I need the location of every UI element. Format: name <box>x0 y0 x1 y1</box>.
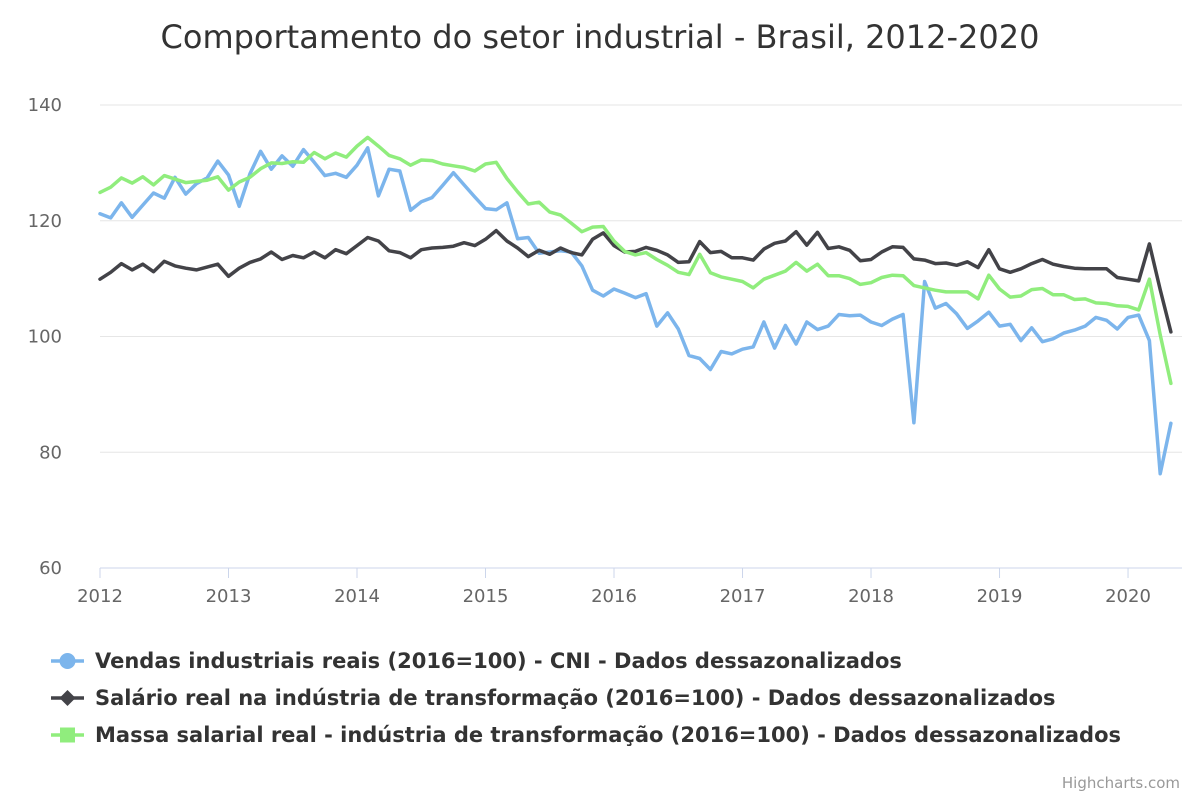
x-tick-label: 2019 <box>977 586 1023 607</box>
series-lines <box>98 135 1173 476</box>
legend-item-2[interactable]: Salário real na indústria de transformaç… <box>51 686 1056 710</box>
legend-diamond-marker <box>59 690 76 706</box>
series-line-3[interactable] <box>98 135 1173 386</box>
legend-label: Vendas industriais reais (2016=100) - CN… <box>95 649 902 673</box>
legend: Vendas industriais reais (2016=100) - CN… <box>51 649 1121 747</box>
legend-item-1[interactable]: Vendas industriais reais (2016=100) - CN… <box>51 649 902 673</box>
legend-label: Massa salarial real - indústria de trans… <box>95 723 1121 747</box>
y-tick-label: 60 <box>39 558 62 579</box>
x-tick-label: 2013 <box>206 586 252 607</box>
x-tick-label: 2014 <box>334 586 380 607</box>
x-tick-label: 2020 <box>1105 586 1151 607</box>
x-tick-label: 2015 <box>463 586 509 607</box>
x-axis: 2012 2013 2014 2015 2016 2017 2018 2019 2020 <box>77 567 1182 607</box>
legend-circle-marker <box>59 653 76 669</box>
legend-label: Salário real na indústria de transformaç… <box>95 686 1056 710</box>
x-tick-label: 2012 <box>77 586 123 607</box>
legend-square-marker <box>60 727 75 743</box>
legend-item-3[interactable]: Massa salarial real - indústria de trans… <box>51 723 1121 747</box>
chart-title: Comportamento do setor industrial - Bras… <box>161 18 1040 56</box>
grid-lines <box>100 104 1182 453</box>
y-tick-label: 100 <box>28 327 62 348</box>
y-axis-ticks: 60 80 100 120 140 <box>28 95 62 579</box>
series-line-2[interactable] <box>98 228 1173 334</box>
y-tick-label: 80 <box>39 442 62 463</box>
credits-link[interactable]: Highcharts.com <box>1062 774 1180 792</box>
y-tick-label: 120 <box>28 211 62 232</box>
x-tick-label: 2018 <box>848 586 894 607</box>
y-tick-label: 140 <box>28 95 62 116</box>
x-tick-label: 2016 <box>591 586 637 607</box>
x-tick-label: 2017 <box>720 586 766 607</box>
series-line-1[interactable] <box>98 146 1173 476</box>
